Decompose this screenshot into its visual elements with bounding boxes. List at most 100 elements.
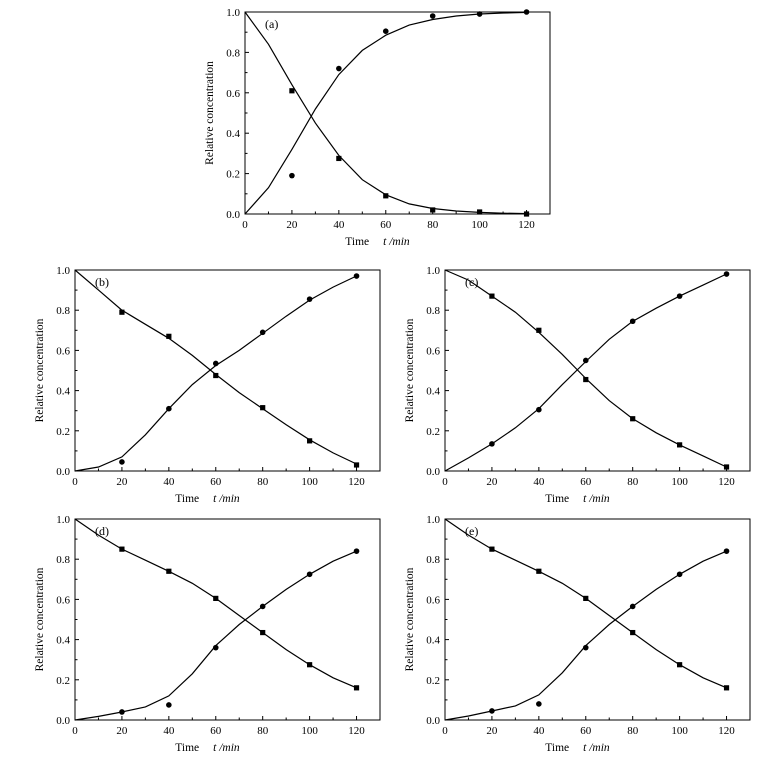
x-axis-title: Time t /min <box>545 742 610 754</box>
chart-panel-d: 0 20 40 60 80 100 120 0.0 0.2 0.4 0.6 0.8 1.0 Time t /… <box>34 514 381 754</box>
square-marker <box>383 193 389 199</box>
y-tick-label: 0.4 <box>226 128 240 140</box>
x-tick-label: 20 <box>116 476 128 488</box>
square-marker <box>489 293 495 299</box>
square-marker <box>523 211 530 217</box>
x-tick-label: 80 <box>627 476 639 488</box>
square-marker <box>583 376 589 383</box>
circle-marker <box>306 571 313 578</box>
y-tick-label: 0.4 <box>426 386 440 398</box>
square-marker <box>260 629 266 636</box>
x-tick-label: 80 <box>427 219 439 231</box>
square-marker <box>166 568 172 574</box>
square-marker <box>213 595 219 601</box>
y-axis-label: Relative concentration <box>404 567 416 671</box>
circle-marker <box>536 406 542 413</box>
circle-marker <box>353 548 360 554</box>
chart-panel-b: 0 20 40 60 80 100 120 0.0 0.2 0.4 0.6 0.8 1.0 Time t /… <box>34 265 381 505</box>
square-marker <box>353 462 360 468</box>
circle-marker <box>676 293 683 299</box>
y-tick-label: 0.6 <box>426 594 440 606</box>
circle-marker <box>582 644 589 651</box>
x-axis-label: Time <box>175 493 199 505</box>
circle-marker <box>629 318 636 325</box>
circle-marker <box>536 701 542 707</box>
y-tick-label: 0.0 <box>226 209 240 221</box>
x-tick-label: 80 <box>257 725 269 737</box>
y-tick-label: 0.0 <box>426 715 440 727</box>
circle-marker <box>429 13 436 19</box>
y-axis-label: Relative concentration <box>404 318 416 422</box>
chart-panel-a: 0 20 40 60 80 100 120 0.0 0.2 0.4 0.6 0.8 1.0 Time t /… <box>204 7 551 248</box>
x-tick-label: 0 <box>242 219 248 231</box>
x-tick-label: 60 <box>380 219 392 231</box>
square-marker <box>677 442 683 448</box>
circle-marker <box>353 273 360 279</box>
circle-marker <box>489 708 495 714</box>
x-axis-title: Time t /min <box>345 236 410 248</box>
x-axis-title: Time t /min <box>545 493 610 505</box>
circle-marker <box>119 709 125 715</box>
x-axis-unit: t /min <box>383 236 410 248</box>
y-tick-label: 1.0 <box>426 265 440 277</box>
square-marker <box>630 416 636 422</box>
circle-marker <box>166 702 172 708</box>
x-tick-label: 60 <box>580 725 592 737</box>
x-tick-label: 0 <box>72 725 78 737</box>
circle-marker <box>212 360 219 367</box>
square-marker <box>430 207 436 213</box>
x-axis-unit: t /min <box>213 742 240 754</box>
square-marker <box>723 685 730 691</box>
square-marker <box>536 568 542 574</box>
x-tick-label: 120 <box>518 219 535 231</box>
x-tick-label: 20 <box>116 725 128 737</box>
x-tick-label: 120 <box>718 725 735 737</box>
square-marker <box>630 629 636 636</box>
x-tick-label: 100 <box>301 725 318 737</box>
x-tick-label: 0 <box>72 476 78 488</box>
square-marker <box>289 88 295 94</box>
square-marker <box>307 438 313 444</box>
panel-label: (b) <box>95 275 109 289</box>
y-tick-label: 1.0 <box>426 514 440 526</box>
panel-label: (a) <box>265 17 278 31</box>
square-marker <box>307 662 313 668</box>
x-tick-label: 20 <box>486 476 498 488</box>
x-tick-label: 120 <box>348 476 365 488</box>
x-tick-label: 20 <box>486 725 498 737</box>
square-marker <box>489 546 495 552</box>
y-tick-label: 0.4 <box>56 386 70 398</box>
x-tick-label: 80 <box>627 725 639 737</box>
y-tick-label: 0.2 <box>56 426 70 438</box>
x-axis-label: Time <box>175 742 199 754</box>
x-tick-label: 40 <box>163 725 175 737</box>
y-tick-label: 0.6 <box>56 345 70 357</box>
circle-marker <box>336 65 342 72</box>
x-axis-label: Time <box>545 742 569 754</box>
x-axis-unit: t /min <box>583 742 610 754</box>
y-tick-label: 0.6 <box>426 345 440 357</box>
y-tick-label: 0.8 <box>426 305 440 317</box>
plot-frame <box>74 269 381 472</box>
square-marker <box>723 464 730 470</box>
y-tick-label: 0.4 <box>56 635 70 647</box>
x-tick-label: 60 <box>580 476 592 488</box>
circle-marker <box>476 11 483 17</box>
x-tick-label: 100 <box>301 476 318 488</box>
y-tick-label: 1.0 <box>56 514 70 526</box>
y-tick-label: 0.6 <box>226 88 240 100</box>
y-tick-label: 1.0 <box>56 265 70 277</box>
circle-marker <box>259 329 266 336</box>
square-marker <box>536 327 542 333</box>
y-tick-label: 0.8 <box>226 47 240 59</box>
circle-marker <box>166 405 172 412</box>
panel-label: (d) <box>95 524 109 538</box>
circle-marker <box>629 603 636 610</box>
plot-frame <box>444 518 751 721</box>
y-tick-label: 0.8 <box>56 305 70 317</box>
x-tick-label: 0 <box>442 476 448 488</box>
x-axis-title: Time t /min <box>175 493 240 505</box>
x-tick-label: 120 <box>718 476 735 488</box>
x-axis-label: Time <box>545 493 569 505</box>
square-marker <box>166 333 172 339</box>
